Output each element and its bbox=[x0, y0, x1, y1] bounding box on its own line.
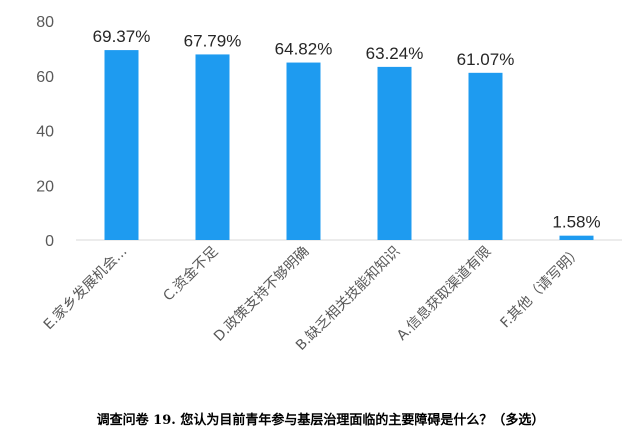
bars bbox=[104, 50, 594, 241]
data-label: 61.07% bbox=[457, 50, 515, 69]
y-tick-label: 80 bbox=[36, 14, 54, 31]
bar bbox=[104, 50, 139, 240]
bar bbox=[468, 72, 503, 240]
category-label: A.信息获取渠道有限 bbox=[393, 243, 494, 344]
data-label: 64.82% bbox=[275, 40, 333, 59]
y-axis-ticks: 0 20 40 60 80 bbox=[36, 14, 54, 250]
chart-caption: 调查问卷 19. 您认为目前青年参与基层治理面临的主要障碍是什么？（多选） bbox=[96, 413, 545, 428]
data-label: 63.24% bbox=[366, 44, 424, 63]
y-tick-label: 40 bbox=[36, 124, 54, 141]
category-label: E.家乡发展机会... bbox=[40, 243, 130, 333]
category-label: F.其他（请写明） bbox=[497, 244, 585, 332]
category-labels: E.家乡发展机会... C.资金不足D.政策支持不够明确B.缺乏相关技能和知识A.… bbox=[40, 243, 585, 354]
data-labels: 69.37% 67.79% 64.82% 63.24% 61.07% 1.58% bbox=[93, 27, 601, 232]
bar bbox=[286, 62, 321, 240]
category-label: B.缺乏相关技能和知识 bbox=[292, 243, 403, 354]
data-label: 1.58% bbox=[552, 213, 600, 232]
y-tick-label: 20 bbox=[36, 178, 54, 195]
y-tick-label: 60 bbox=[36, 69, 54, 86]
category-label: C.资金不足 bbox=[160, 244, 221, 305]
y-tick-label: 0 bbox=[45, 233, 54, 250]
data-label: 69.37% bbox=[93, 27, 151, 46]
category-label: D.政策支持不够明确 bbox=[210, 243, 312, 345]
bar bbox=[195, 54, 230, 241]
bar bbox=[377, 66, 412, 241]
bar bbox=[559, 235, 594, 240]
data-label: 67.79% bbox=[184, 31, 242, 50]
